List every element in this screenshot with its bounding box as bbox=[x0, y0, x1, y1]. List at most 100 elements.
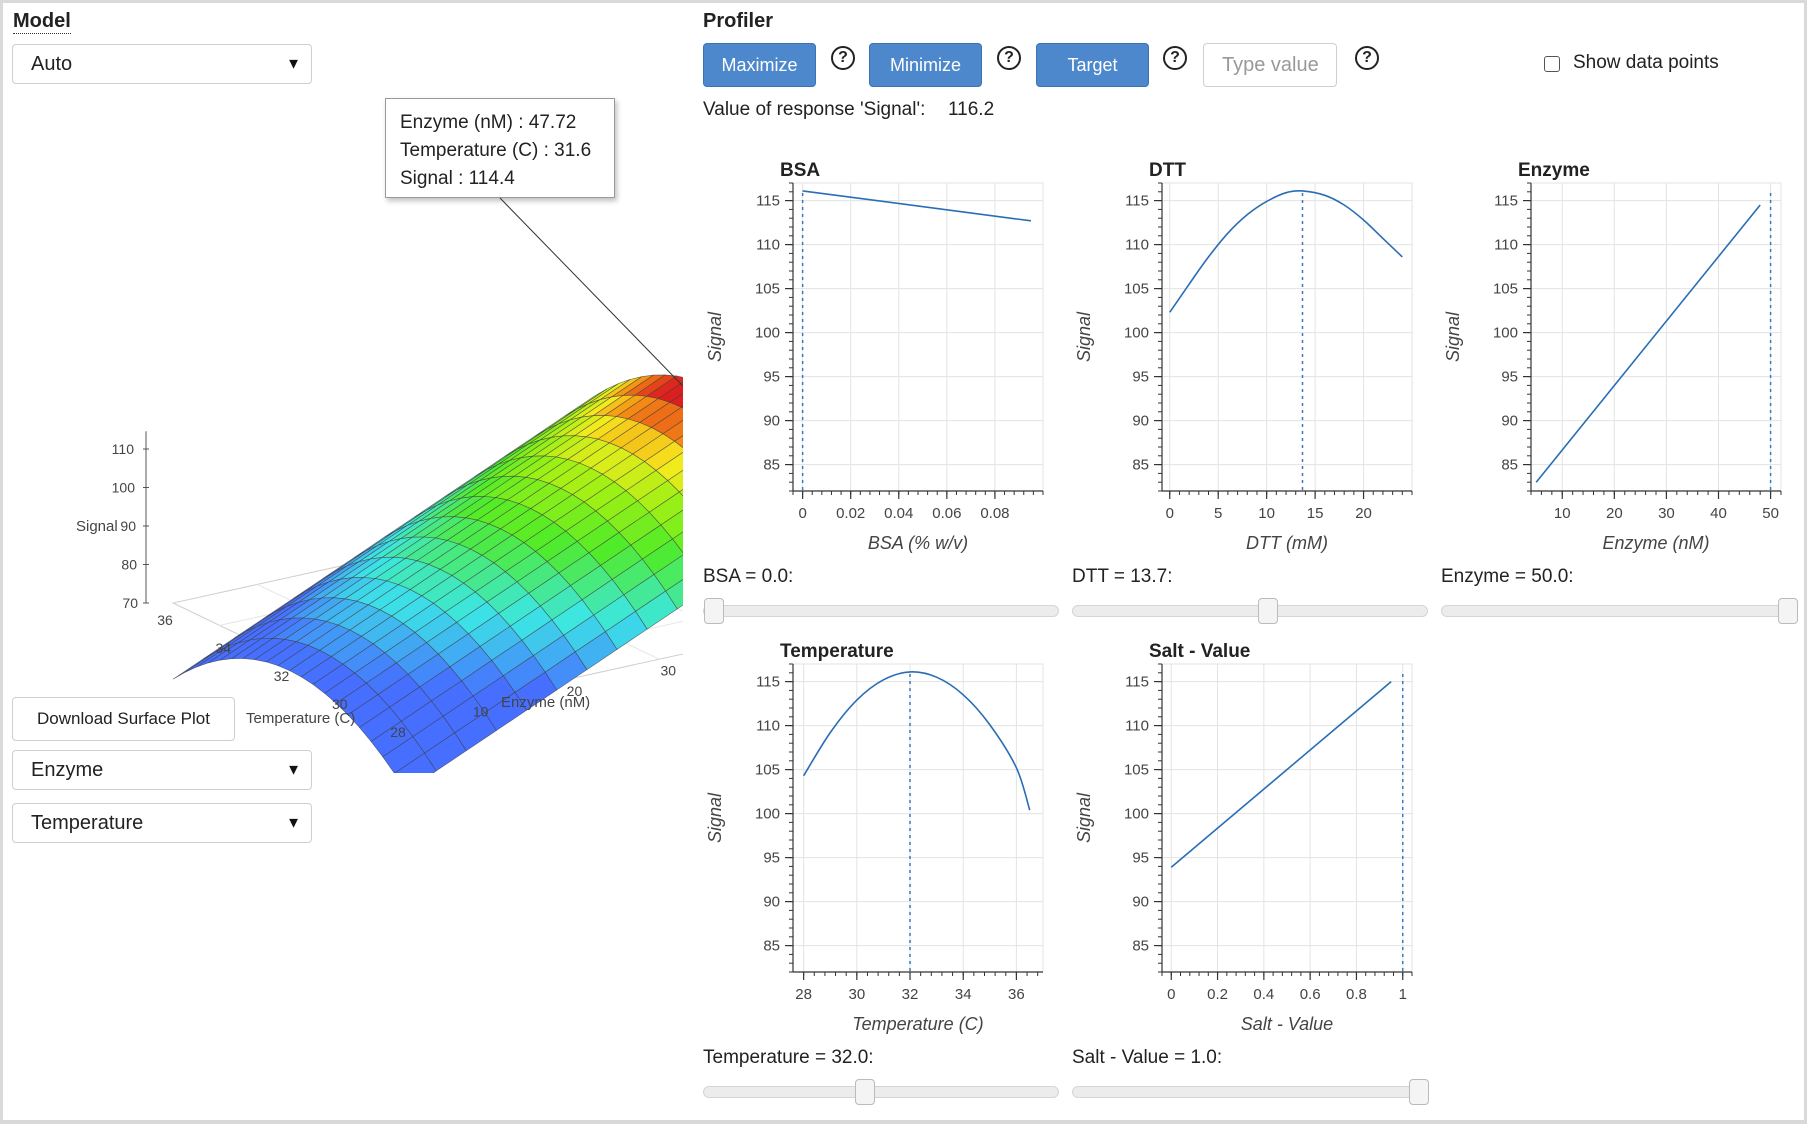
y-tick-label: 85 bbox=[1501, 457, 1518, 474]
series-line bbox=[1169, 189, 1403, 313]
x-axis-label: Salt - Value bbox=[1241, 1014, 1333, 1034]
slider-label-temperature: Temperature = 32.0: bbox=[703, 1047, 874, 1068]
enzyme-axis-label: Enzyme (nM) bbox=[501, 694, 590, 711]
y-tick-label: 90 bbox=[763, 413, 780, 430]
slider-handle[interactable] bbox=[704, 598, 724, 624]
slider-bsa[interactable] bbox=[703, 598, 1059, 624]
input-help-icon[interactable]: ? bbox=[1355, 46, 1379, 70]
slider-handle[interactable] bbox=[855, 1079, 876, 1105]
plot-frame bbox=[792, 663, 1044, 973]
temperature-tick-label: 30 bbox=[332, 696, 348, 712]
enzyme-tick-label: 30 bbox=[660, 662, 676, 678]
slider-label-salt-value: Salt - Value = 1.0: bbox=[1072, 1047, 1223, 1068]
slider-handle[interactable] bbox=[1778, 598, 1798, 624]
x-tick-label: 5 bbox=[1214, 505, 1222, 522]
y-tick-label: 100 bbox=[755, 806, 780, 823]
y-tick-label: 85 bbox=[1132, 457, 1149, 474]
y-variable-value: Temperature bbox=[31, 811, 144, 834]
target-value-input[interactable] bbox=[1203, 43, 1337, 87]
target-button[interactable]: Target bbox=[1036, 43, 1149, 87]
x-tick-label: 0.06 bbox=[932, 505, 961, 522]
y-tick-label: 115 bbox=[1125, 674, 1149, 691]
model-select-value: Auto bbox=[31, 52, 73, 75]
surface-patch bbox=[678, 489, 683, 497]
y-tick-label: 115 bbox=[756, 193, 780, 210]
response-label: Value of response 'Signal': bbox=[703, 99, 926, 120]
target-help-icon[interactable]: ? bbox=[1163, 46, 1187, 70]
y-axis-label: Signal bbox=[1074, 792, 1094, 843]
y-tick-label: 110 bbox=[1125, 237, 1149, 254]
y-tick-label: 110 bbox=[1125, 718, 1149, 735]
temperature-tick-label: 34 bbox=[215, 640, 231, 656]
chart-title-enzyme: Enzyme bbox=[1518, 160, 1590, 181]
y-tick-label: 95 bbox=[1501, 369, 1518, 386]
x-axis-label: DTT (mM) bbox=[1246, 533, 1328, 553]
show-data-points-label: Show data points bbox=[1573, 52, 1719, 73]
x-tick-label: 28 bbox=[795, 986, 812, 1003]
maximize-button[interactable]: Maximize bbox=[703, 43, 816, 87]
show-data-points-checkbox[interactable] bbox=[1544, 56, 1560, 72]
enzyme-tick-label: 20 bbox=[567, 683, 583, 699]
z-tick-label: 70 bbox=[122, 595, 138, 611]
temperature-tick-label: 32 bbox=[274, 668, 290, 684]
y-tick-label: 110 bbox=[756, 237, 780, 254]
x-tick-label: 0.4 bbox=[1253, 986, 1274, 1003]
y-tick-label: 100 bbox=[1124, 325, 1149, 342]
profile-bsa: BSA 0 0.02 0.04 0.06 0.08 85 90 95 100 105 110 115 BS… bbox=[703, 143, 1063, 633]
minimize-button[interactable]: Minimize bbox=[869, 43, 982, 87]
y-tick-label: 115 bbox=[1494, 193, 1518, 210]
surface-tooltip: Enzyme (nM) : 47.72 Temperature (C) : 31… bbox=[385, 98, 615, 198]
y-variable-select[interactable]: Temperature ▼ bbox=[12, 803, 312, 843]
x-tick-label: 36 bbox=[1008, 986, 1025, 1003]
tooltip-temperature: Temperature (C) : 31.6 bbox=[400, 140, 592, 161]
plot-frame bbox=[1530, 182, 1782, 492]
chart-temperature: 28 30 32 34 36 85 90 95 100 105 110 115 Temperature … bbox=[705, 663, 1044, 1034]
temperature-axis-label: Temperature (C) bbox=[246, 710, 355, 727]
profile-salt-value: Salt - Value 0 0.2 0.4 0.6 0.8 1 85 90 95 100 105 11… bbox=[1072, 624, 1432, 1114]
enzyme-tick-label: 10 bbox=[473, 704, 489, 720]
minimize-help-icon[interactable]: ? bbox=[997, 46, 1021, 70]
y-tick-label: 90 bbox=[1132, 413, 1149, 430]
slider-label-dtt: DTT = 13.7: bbox=[1072, 566, 1173, 587]
x-tick-label: 0 bbox=[1166, 505, 1174, 522]
x-tick-label: 0.6 bbox=[1300, 986, 1321, 1003]
x-tick-label: 20 bbox=[1355, 505, 1372, 522]
x-variable-value: Enzyme bbox=[31, 758, 104, 781]
z-tick-label: 80 bbox=[121, 557, 137, 573]
slider-handle[interactable] bbox=[1257, 598, 1278, 624]
chart-title-bsa: BSA bbox=[780, 160, 821, 181]
x-tick-label: 0 bbox=[798, 505, 806, 522]
y-tick-label: 85 bbox=[763, 457, 780, 474]
profiler-section-title: Profiler bbox=[703, 10, 774, 32]
y-tick-label: 110 bbox=[1494, 237, 1518, 254]
maximize-help-icon[interactable]: ? bbox=[831, 46, 855, 70]
chevron-down-icon: ▼ bbox=[286, 814, 301, 832]
profile-dtt: DTT 0 5 10 15 20 85 90 95 100 105 110 115 DTT (mM) Sig… bbox=[1072, 143, 1432, 633]
y-tick-label: 105 bbox=[1493, 281, 1518, 298]
chart-title-salt-value: Salt - Value bbox=[1149, 641, 1251, 662]
download-surface-button[interactable]: Download Surface Plot bbox=[12, 697, 235, 741]
x-tick-label: 30 bbox=[848, 986, 865, 1003]
slider-salt-value[interactable] bbox=[1072, 1079, 1429, 1105]
x-tick-label: 20 bbox=[1606, 505, 1623, 522]
x-axis-label: BSA (% w/v) bbox=[868, 533, 968, 553]
model-select[interactable]: Auto ▼ bbox=[12, 44, 312, 84]
y-axis-label: Signal bbox=[705, 792, 725, 843]
x-tick-label: 0.8 bbox=[1346, 986, 1367, 1003]
slider-enzyme[interactable] bbox=[1441, 598, 1798, 624]
chart-salt-value: 0 0.2 0.4 0.6 0.8 1 85 90 95 100 105 110 115 Salt - V… bbox=[1074, 663, 1413, 1034]
slider-handle[interactable] bbox=[1409, 1079, 1429, 1105]
temperature-tick-label: 36 bbox=[157, 612, 173, 628]
chart-dtt: 0 5 10 15 20 85 90 95 100 105 110 115 DTT (mM) Signal bbox=[1074, 182, 1413, 553]
x-tick-label: 50 bbox=[1762, 505, 1779, 522]
z-tick-label: 100 bbox=[112, 480, 136, 496]
x-variable-select[interactable]: Enzyme ▼ bbox=[12, 750, 312, 790]
y-tick-label: 90 bbox=[1132, 894, 1149, 911]
slider-dtt[interactable] bbox=[1072, 598, 1428, 624]
y-tick-label: 90 bbox=[763, 894, 780, 911]
slider-temperature[interactable] bbox=[703, 1079, 1059, 1105]
surface-labels: 70 80 90 100 110 Signal 36 34 32 30 28 Temperature … bbox=[76, 197, 683, 740]
z-tick-label: 110 bbox=[112, 441, 135, 457]
x-tick-label: 0.04 bbox=[884, 505, 913, 522]
surface-plot[interactable]: 70 80 90 100 110 Signal 36 34 32 30 28 Temperature … bbox=[3, 193, 683, 773]
